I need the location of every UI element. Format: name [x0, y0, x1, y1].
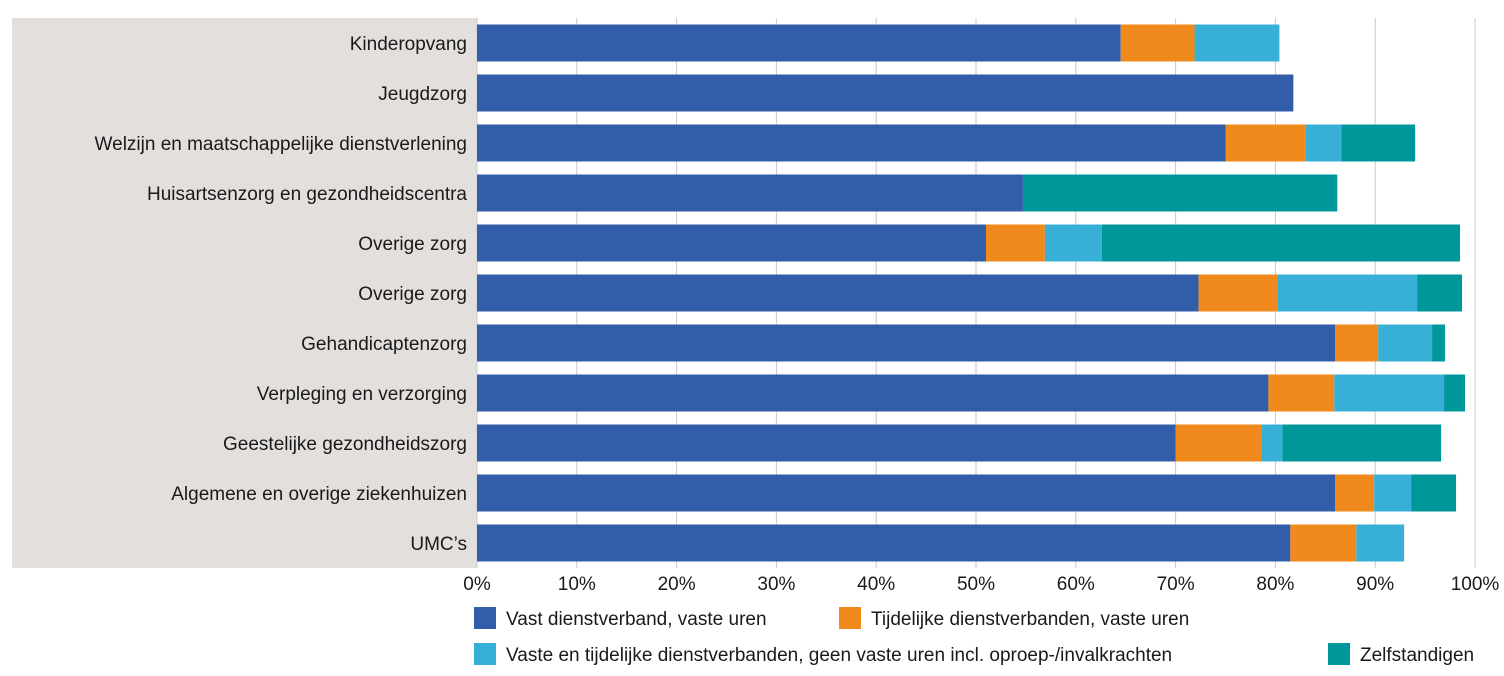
category-label: Gehandicaptenzorg [301, 334, 467, 355]
bar-segment-series-2 [1194, 24, 1280, 62]
bar-segment-series-1 [1335, 324, 1379, 362]
x-tick-label: 30% [757, 574, 795, 595]
bar-segment-series-2 [1305, 124, 1342, 162]
category-label: Verpleging en verzorging [257, 384, 467, 405]
bar-segment-series-2 [1277, 274, 1418, 312]
bar-segment-series-2 [1261, 424, 1283, 462]
category-label: Jeugdzorg [378, 84, 467, 105]
bar-segment-series-1 [1198, 274, 1278, 312]
bar-segment-series-3 [1411, 474, 1457, 512]
bar-segment-series-3 [1417, 274, 1463, 312]
x-tick-label: 10% [558, 574, 596, 595]
legend-swatch-series-1 [839, 607, 861, 629]
legend-label-series-3: Zelfstandigen [1360, 645, 1474, 666]
legend-label-series-0: Vast dienstverband, vaste uren [506, 609, 767, 630]
bar-segment-series-3 [1341, 124, 1416, 162]
legend-swatch-series-3 [1328, 643, 1350, 665]
bar-segment-series-0 [477, 24, 1121, 62]
bar-segment-series-2 [1044, 224, 1102, 262]
x-tick-label: 90% [1356, 574, 1394, 595]
x-tick-label: 100% [1451, 574, 1500, 595]
category-label: Algemene en overige ziekenhuizen [171, 484, 467, 505]
category-label: Welzijn en maatschappelijke dienstverlen… [95, 134, 467, 155]
bar-segment-series-0 [477, 224, 986, 262]
category-label-band [12, 18, 477, 568]
category-label: Overige zorg [358, 234, 467, 255]
bar-segment-series-0 [477, 474, 1336, 512]
bar-segment-series-1 [1335, 474, 1375, 512]
bar-segment-series-1 [1225, 124, 1306, 162]
legend-swatch-series-0 [474, 607, 496, 629]
bar-segment-series-3 [1432, 324, 1446, 362]
category-label: Overige zorg [358, 284, 467, 305]
bar-segment-series-0 [477, 524, 1291, 562]
legend-swatch-series-2 [474, 643, 496, 665]
bar-segment-series-0 [477, 374, 1269, 412]
bar-segment-series-1 [1120, 24, 1195, 62]
bar-segment-series-1 [1268, 374, 1335, 412]
category-label: Kinderopvang [350, 34, 467, 55]
bar-segment-series-2 [1378, 324, 1433, 362]
category-label: Huisartsenzorg en gezondheidscentra [147, 184, 467, 205]
bar-segment-series-1 [1290, 524, 1357, 562]
category-label: Geestelijke gezondheidszorg [223, 434, 467, 455]
x-tick-label: 0% [463, 574, 491, 595]
category-label: UMC’s [410, 534, 467, 555]
bar-segment-series-3 [1282, 424, 1442, 462]
legend-label-series-2: Vaste en tijdelijke dienstverbanden, gee… [506, 645, 1172, 666]
bar-segment-series-3 [1444, 374, 1466, 412]
bar-segment-series-3 [1022, 174, 1338, 212]
bar-segment-series-0 [477, 424, 1176, 462]
bar-segment-series-0 [477, 124, 1226, 162]
bar-segment-series-2 [1356, 524, 1405, 562]
bar-segment-series-0 [477, 74, 1294, 112]
x-tick-label: 20% [658, 574, 696, 595]
x-tick-label: 40% [857, 574, 895, 595]
x-tick-label: 70% [1157, 574, 1195, 595]
bar-segment-series-3 [1101, 224, 1461, 262]
bar-segment-series-0 [477, 324, 1336, 362]
x-tick-label: 60% [1057, 574, 1095, 595]
x-tick-label: 50% [957, 574, 995, 595]
bar-segment-series-2 [1374, 474, 1412, 512]
x-tick-label: 80% [1256, 574, 1294, 595]
bar-segment-series-0 [477, 174, 1023, 212]
bar-segment-series-0 [477, 274, 1199, 312]
legend-label-series-1: Tijdelijke dienstverbanden, vaste uren [871, 609, 1189, 630]
bar-segment-series-1 [1175, 424, 1262, 462]
bar-segment-series-2 [1334, 374, 1445, 412]
bar-segment-series-1 [985, 224, 1045, 262]
